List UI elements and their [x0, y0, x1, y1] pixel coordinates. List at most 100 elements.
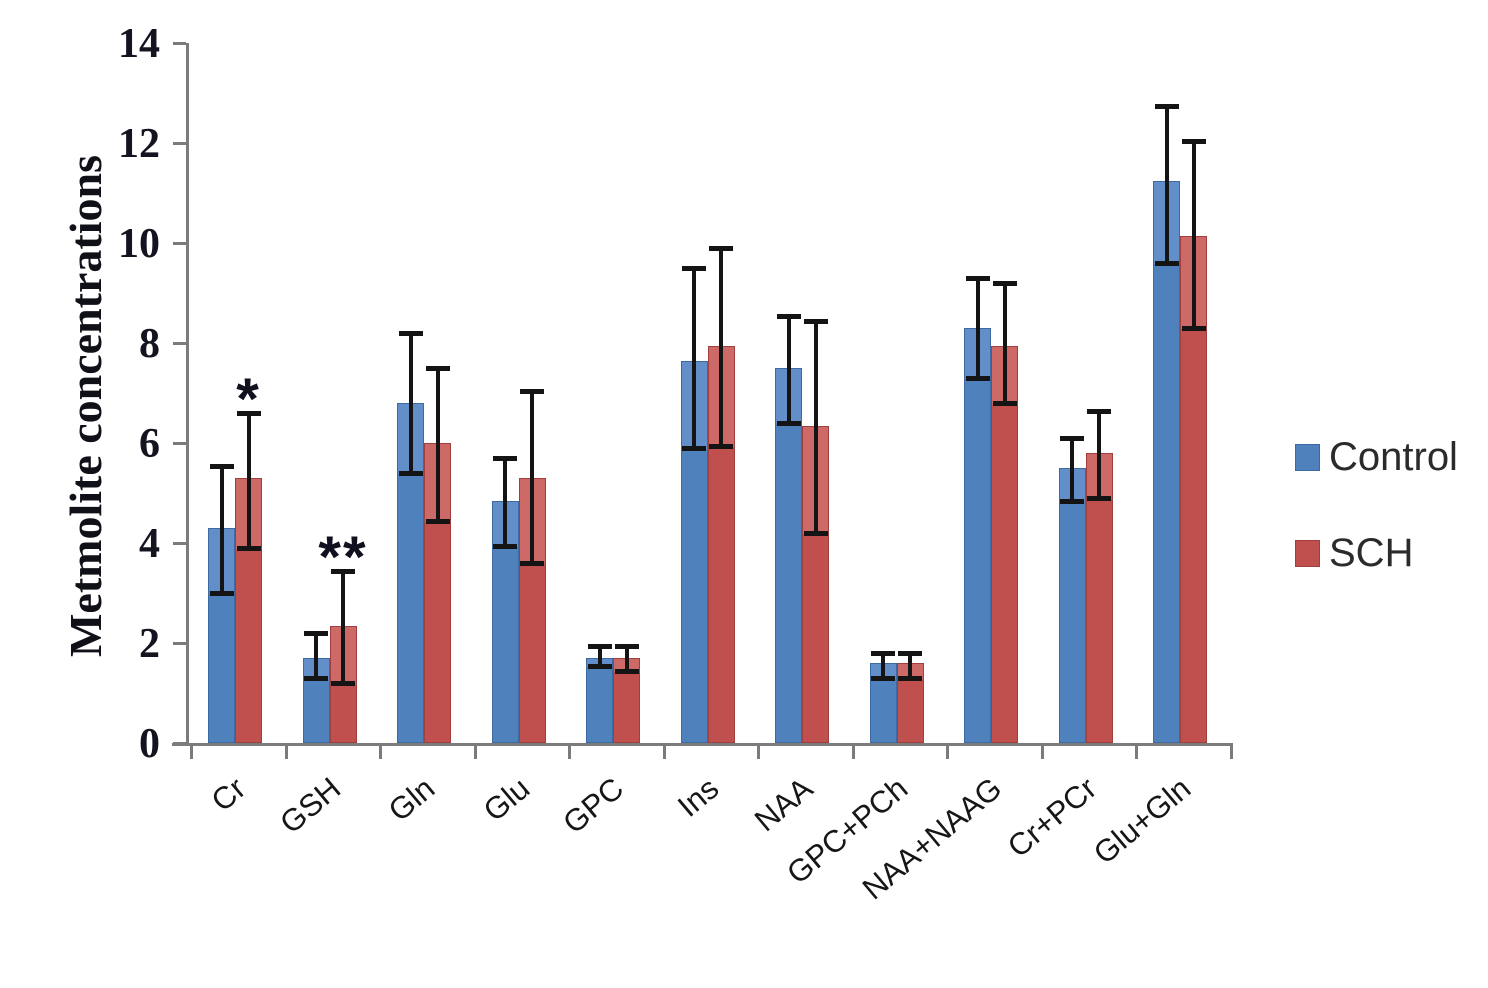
error-bar-line: [1164, 105, 1169, 263]
error-bar-cap-bottom: [1060, 498, 1084, 504]
legend-swatch-sch: [1295, 539, 1320, 567]
x-tick: [568, 746, 571, 759]
x-tick: [851, 746, 855, 759]
error-bar-cap-top: [493, 456, 517, 461]
error-bar-cap-bottom: [587, 663, 612, 669]
legend-label-sch: SCH: [1329, 531, 1414, 575]
error-bar-cap-bottom: [709, 443, 733, 449]
y-tick-label: 12: [118, 121, 160, 167]
significance-annotation-gsh: **: [318, 524, 368, 590]
x-category-label-gln: Gln: [382, 770, 442, 829]
y-tick-label: 4: [139, 521, 160, 567]
x-category-label-gsh: GSH: [272, 770, 347, 841]
y-tick: [173, 642, 186, 645]
error-bar-cap-top: [587, 643, 612, 649]
x-tick: [946, 746, 949, 759]
x-category-label-naa: NAA: [748, 770, 820, 839]
error-bar-cap-bottom: [776, 421, 801, 426]
error-bar-cap-bottom: [493, 543, 517, 549]
bar-sch-naa-naag: [991, 345, 1018, 743]
error-bar-cap-top: [871, 651, 895, 656]
error-bar-cap-bottom: [992, 401, 1017, 406]
x-category-label-glu-gln: Glu+Gln: [1087, 770, 1198, 871]
x-tick: [757, 746, 760, 759]
error-bar-cap-bottom: [803, 531, 828, 536]
bar-control-cr-pcr: [1058, 468, 1086, 743]
error-bar-cap-top: [236, 411, 261, 416]
error-bar-line: [1002, 283, 1007, 403]
error-bar-cap-top: [965, 276, 990, 281]
error-bar-line: [341, 570, 345, 683]
error-bar-cap-top: [425, 366, 450, 371]
error-bar-cap-bottom: [425, 518, 450, 524]
legend-swatch-control: [1295, 443, 1320, 471]
error-bar-cap-top: [992, 281, 1017, 286]
error-bar-cap-top: [803, 318, 828, 324]
legend-label-control: Control: [1329, 435, 1458, 479]
error-bar-line: [692, 268, 696, 448]
error-bar-cap-bottom: [965, 376, 990, 381]
y-tick: [173, 42, 186, 45]
error-bar-line: [408, 333, 413, 473]
significance-annotation-cr: *: [236, 367, 261, 432]
y-tick-label: 10: [118, 221, 160, 267]
x-tick: [379, 746, 382, 759]
error-bar-line: [530, 390, 534, 563]
y-tick-label: 6: [139, 421, 160, 467]
error-bar-cap-bottom: [614, 668, 639, 674]
error-bar-line: [719, 248, 723, 446]
error-bar-line: [503, 458, 507, 546]
error-bar-cap-top: [520, 388, 544, 394]
error-bar-line: [314, 633, 318, 678]
error-bar-cap-top: [1154, 103, 1179, 109]
error-bar-line: [219, 465, 224, 593]
y-axis-line: [186, 43, 189, 746]
error-bar-cap-bottom: [871, 676, 895, 681]
x-tick: [190, 746, 193, 759]
error-bar-cap-top: [209, 463, 234, 469]
y-tick-label: 14: [118, 21, 160, 67]
error-bar-line: [881, 653, 885, 678]
error-bar-line: [786, 315, 791, 423]
x-tick: [1229, 746, 1233, 759]
error-bar-cap-top: [776, 313, 801, 319]
x-tick: [284, 746, 288, 759]
x-category-label-cr-pcr: Cr+PCr: [1000, 770, 1103, 865]
error-bar-line: [1070, 438, 1074, 501]
y-tick-label: 8: [139, 321, 160, 367]
x-tick: [662, 746, 666, 759]
x-category-label-gpc: GPC: [556, 770, 631, 841]
error-bar-line: [908, 653, 912, 678]
error-bar-cap-top: [709, 246, 733, 251]
error-bar-line: [435, 368, 440, 521]
y-tick: [173, 242, 186, 245]
error-bar-cap-top: [682, 266, 706, 271]
error-bar-cap-top: [898, 651, 922, 656]
bar-control-naa-naag: [964, 328, 991, 743]
error-bar-cap-top: [1060, 436, 1084, 441]
x-category-label-ins: Ins: [670, 770, 725, 824]
error-bar-line: [975, 278, 980, 378]
x-tick: [1135, 746, 1138, 759]
legend-item-control: Control: [1295, 437, 1458, 477]
x-tick: [1040, 746, 1044, 759]
y-tick: [173, 342, 186, 345]
error-bar-line: [1191, 140, 1196, 328]
error-bar-cap-bottom: [398, 471, 423, 476]
legend: Control SCH: [1295, 437, 1458, 573]
error-bar-line: [624, 645, 629, 671]
error-bar-cap-top: [1087, 408, 1111, 414]
y-tick: [173, 742, 186, 745]
error-bar-cap-bottom: [304, 676, 328, 681]
error-bar-line: [1097, 410, 1101, 498]
error-bar-cap-bottom: [209, 591, 234, 596]
error-bar-cap-top: [331, 568, 355, 574]
error-bar-cap-top: [398, 331, 423, 336]
error-bar-line: [246, 413, 251, 548]
x-tick: [473, 746, 477, 759]
bar-control-gpc: [586, 658, 613, 743]
y-tick-label: 2: [139, 621, 160, 667]
x-category-label-cr: Cr: [204, 770, 253, 819]
